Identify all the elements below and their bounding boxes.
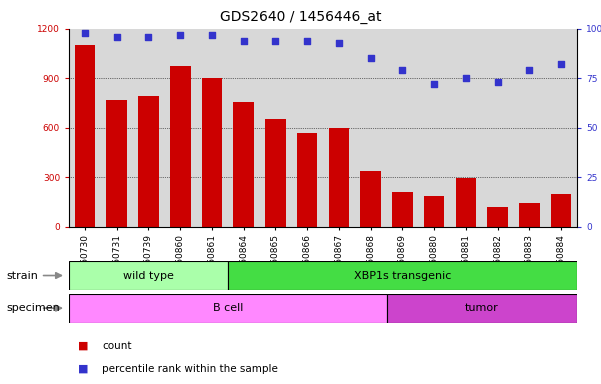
Text: XBP1s transgenic: XBP1s transgenic (354, 270, 451, 281)
Point (144, 34, 153, 40)
Bar (297, 132, 317, 227)
Point (80, 30, 90, 36)
Point (334, 40, 344, 46)
Text: strain: strain (6, 270, 38, 281)
Bar (329, 127, 349, 227)
Bar (106, 100, 127, 227)
Bar (138, 96, 159, 227)
Bar (201, 78, 222, 227)
Point (302, 38, 312, 44)
Bar (265, 119, 285, 227)
Point (461, 75, 471, 81)
Bar (487, 207, 508, 227)
Bar (228, 261, 577, 290)
Text: ■: ■ (78, 364, 88, 374)
Point (112, 34, 121, 40)
Bar (361, 171, 381, 227)
Bar (424, 196, 445, 227)
Point (398, 67, 407, 73)
Text: wild type: wild type (123, 270, 174, 281)
Text: B cell: B cell (213, 303, 243, 313)
Bar (233, 102, 254, 227)
Bar (519, 204, 540, 227)
Bar (392, 192, 413, 227)
Point (493, 79, 502, 85)
Point (525, 67, 534, 73)
Bar (69, 294, 386, 323)
Text: count: count (102, 341, 132, 351)
Bar (170, 66, 191, 227)
Point (239, 38, 248, 44)
Point (429, 81, 439, 87)
Point (557, 61, 566, 68)
Point (175, 31, 185, 38)
Bar (69, 261, 228, 290)
Text: specimen: specimen (6, 303, 59, 313)
Text: tumor: tumor (465, 303, 499, 313)
Text: ■: ■ (78, 341, 88, 351)
Text: GDS2640 / 1456446_at: GDS2640 / 1456446_at (220, 10, 381, 23)
Point (207, 31, 217, 38)
Point (270, 38, 280, 44)
Point (366, 55, 376, 61)
Bar (456, 178, 476, 227)
Bar (386, 294, 577, 323)
Bar (551, 194, 572, 227)
Text: percentile rank within the sample: percentile rank within the sample (102, 364, 278, 374)
Bar (75, 45, 96, 227)
